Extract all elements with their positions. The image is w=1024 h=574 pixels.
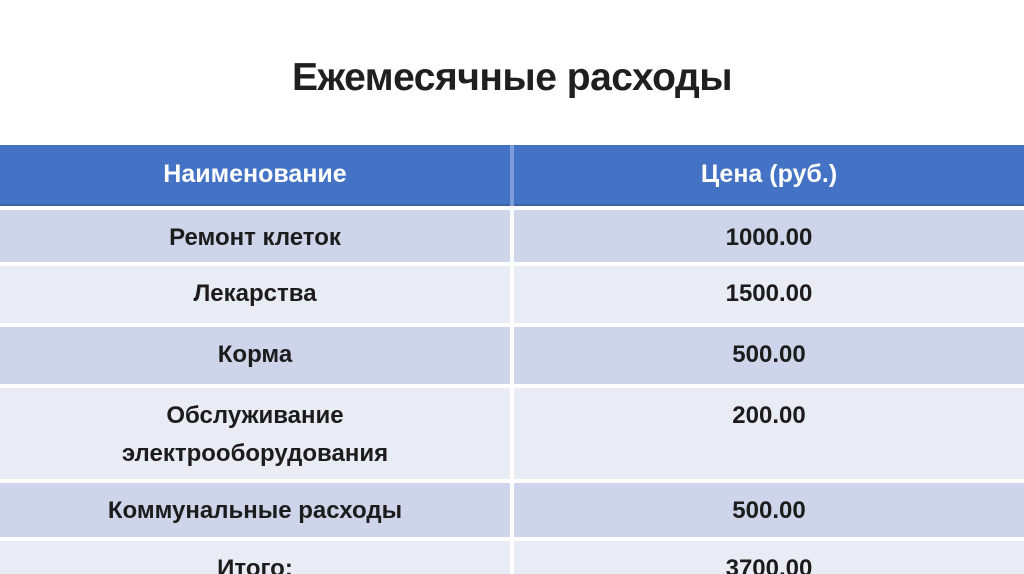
header-cell-name: Наименование	[0, 145, 510, 206]
row-price-cell: 500.00	[514, 327, 1024, 384]
table-row: Коммунальные расходы 500.00	[0, 483, 1024, 537]
table-row: Обслуживание электрооборудования 200.00	[0, 388, 1024, 479]
table-header-row: Наименование Цена (руб.)	[0, 145, 1024, 206]
row-price-cell: 1500.00	[514, 266, 1024, 323]
page-title: Ежемесячные расходы	[291, 56, 733, 99]
table-row: Лекарства 1500.00	[0, 266, 1024, 323]
row-price-cell: 500.00	[514, 483, 1024, 537]
row-name-cell: Итого:	[0, 541, 510, 574]
header-cell-price: Цена (руб.)	[514, 145, 1024, 206]
expense-table: Наименование Цена (руб.) Ремонт клеток 1…	[0, 145, 1024, 574]
table-row-total: Итого: 3700.00	[0, 541, 1024, 574]
row-price-cell: 3700.00	[514, 541, 1024, 574]
table-row: Корма 500.00	[0, 327, 1024, 384]
row-name-cell: Коммунальные расходы	[0, 483, 510, 537]
row-name-cell: Корма	[0, 327, 510, 384]
row-name-cell: Обслуживание электрооборудования	[0, 388, 510, 479]
row-name-cell: Лекарства	[0, 266, 510, 323]
row-price-cell: 200.00	[514, 388, 1024, 479]
row-name-cell: Ремонт клеток	[0, 210, 510, 262]
row-price-cell: 1000.00	[514, 210, 1024, 262]
table-row: Ремонт клеток 1000.00	[0, 210, 1024, 262]
